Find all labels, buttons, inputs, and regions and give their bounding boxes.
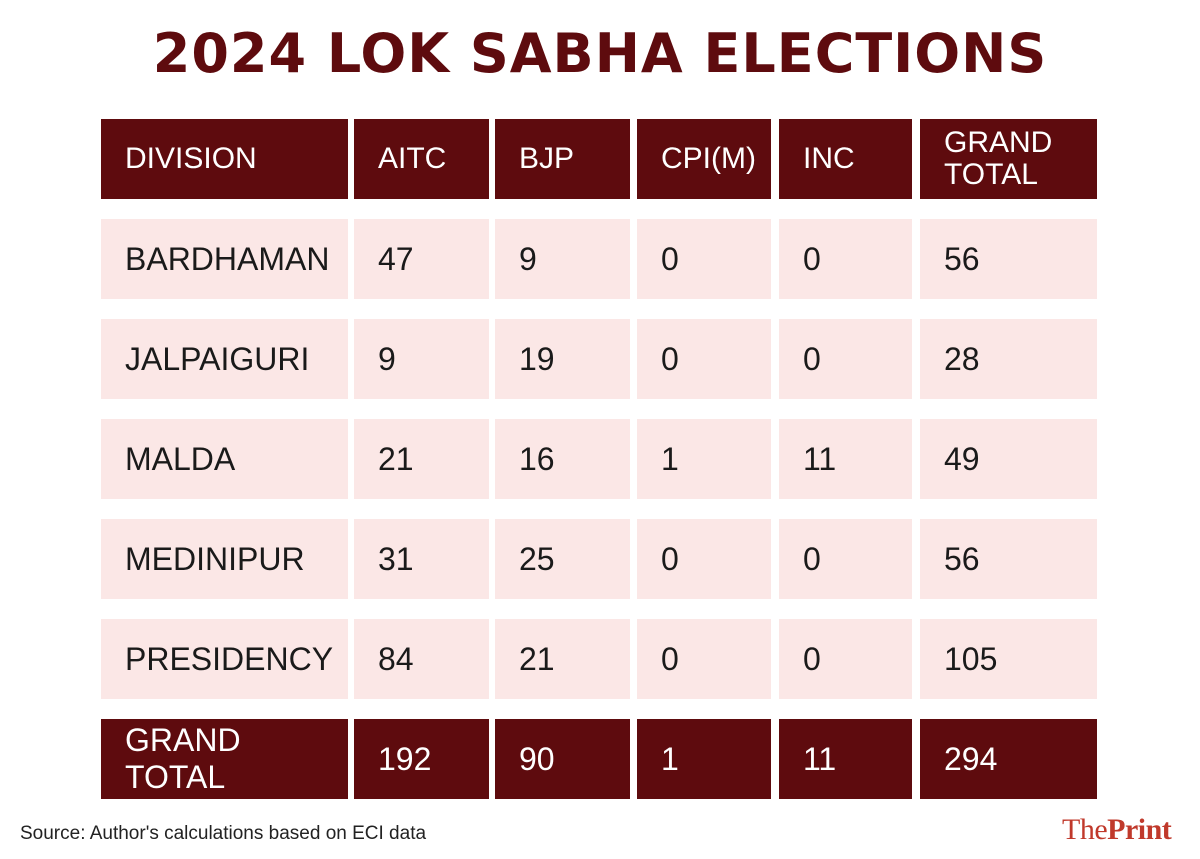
table-cell: 47 [354,219,489,299]
table-cell: 28 [920,319,1097,399]
total-row-label: GRAND TOTAL [101,719,348,799]
theprint-logo: ThePrint [1062,813,1172,847]
logo-part-print: Print [1107,813,1172,846]
table-cell: 0 [779,519,912,599]
table-cell: 0 [779,319,912,399]
row-label: MALDA [101,419,348,499]
total-cell: 90 [495,719,630,799]
table-cell: 0 [637,519,771,599]
table-cell: 0 [779,219,912,299]
table-cell: 21 [495,619,630,699]
column-header-cpim: CPI(M) [637,119,771,199]
row-label: MEDINIPUR [101,519,348,599]
column-header-aitc: AITC [354,119,489,199]
table-cell: 84 [354,619,489,699]
table-cell: 25 [495,519,630,599]
table-cell: 31 [354,519,489,599]
table-cell: 0 [637,219,771,299]
table-cell: 0 [637,319,771,399]
total-cell: 1 [637,719,771,799]
table-cell: 0 [637,619,771,699]
source-note: Source: Author's calculations based on E… [20,823,427,844]
row-label: BARDHAMAN [101,219,348,299]
table-cell: 49 [920,419,1097,499]
page-title: 2024 LOK SABHA ELECTIONS [152,22,1048,85]
total-cell: 294 [920,719,1097,799]
row-label: PRESIDENCY [101,619,348,699]
column-header-inc: INC [779,119,912,199]
table-cell: 1 [637,419,771,499]
column-header-grand-total: GRAND TOTAL [920,119,1097,199]
table-cell: 105 [920,619,1097,699]
table-cell: 11 [779,419,912,499]
table-cell: 56 [920,519,1097,599]
table-cell: 9 [495,219,630,299]
table-cell: 56 [920,219,1097,299]
table-cell: 0 [779,619,912,699]
total-cell: 11 [779,719,912,799]
column-header-bjp: BJP [495,119,630,199]
table-cell: 21 [354,419,489,499]
table-cell: 9 [354,319,489,399]
row-label: JALPAIGURI [101,319,348,399]
table-cell: 19 [495,319,630,399]
logo-part-the: The [1062,813,1108,846]
table-cell: 16 [495,419,630,499]
total-cell: 192 [354,719,489,799]
column-header-division: DIVISION [101,119,348,199]
